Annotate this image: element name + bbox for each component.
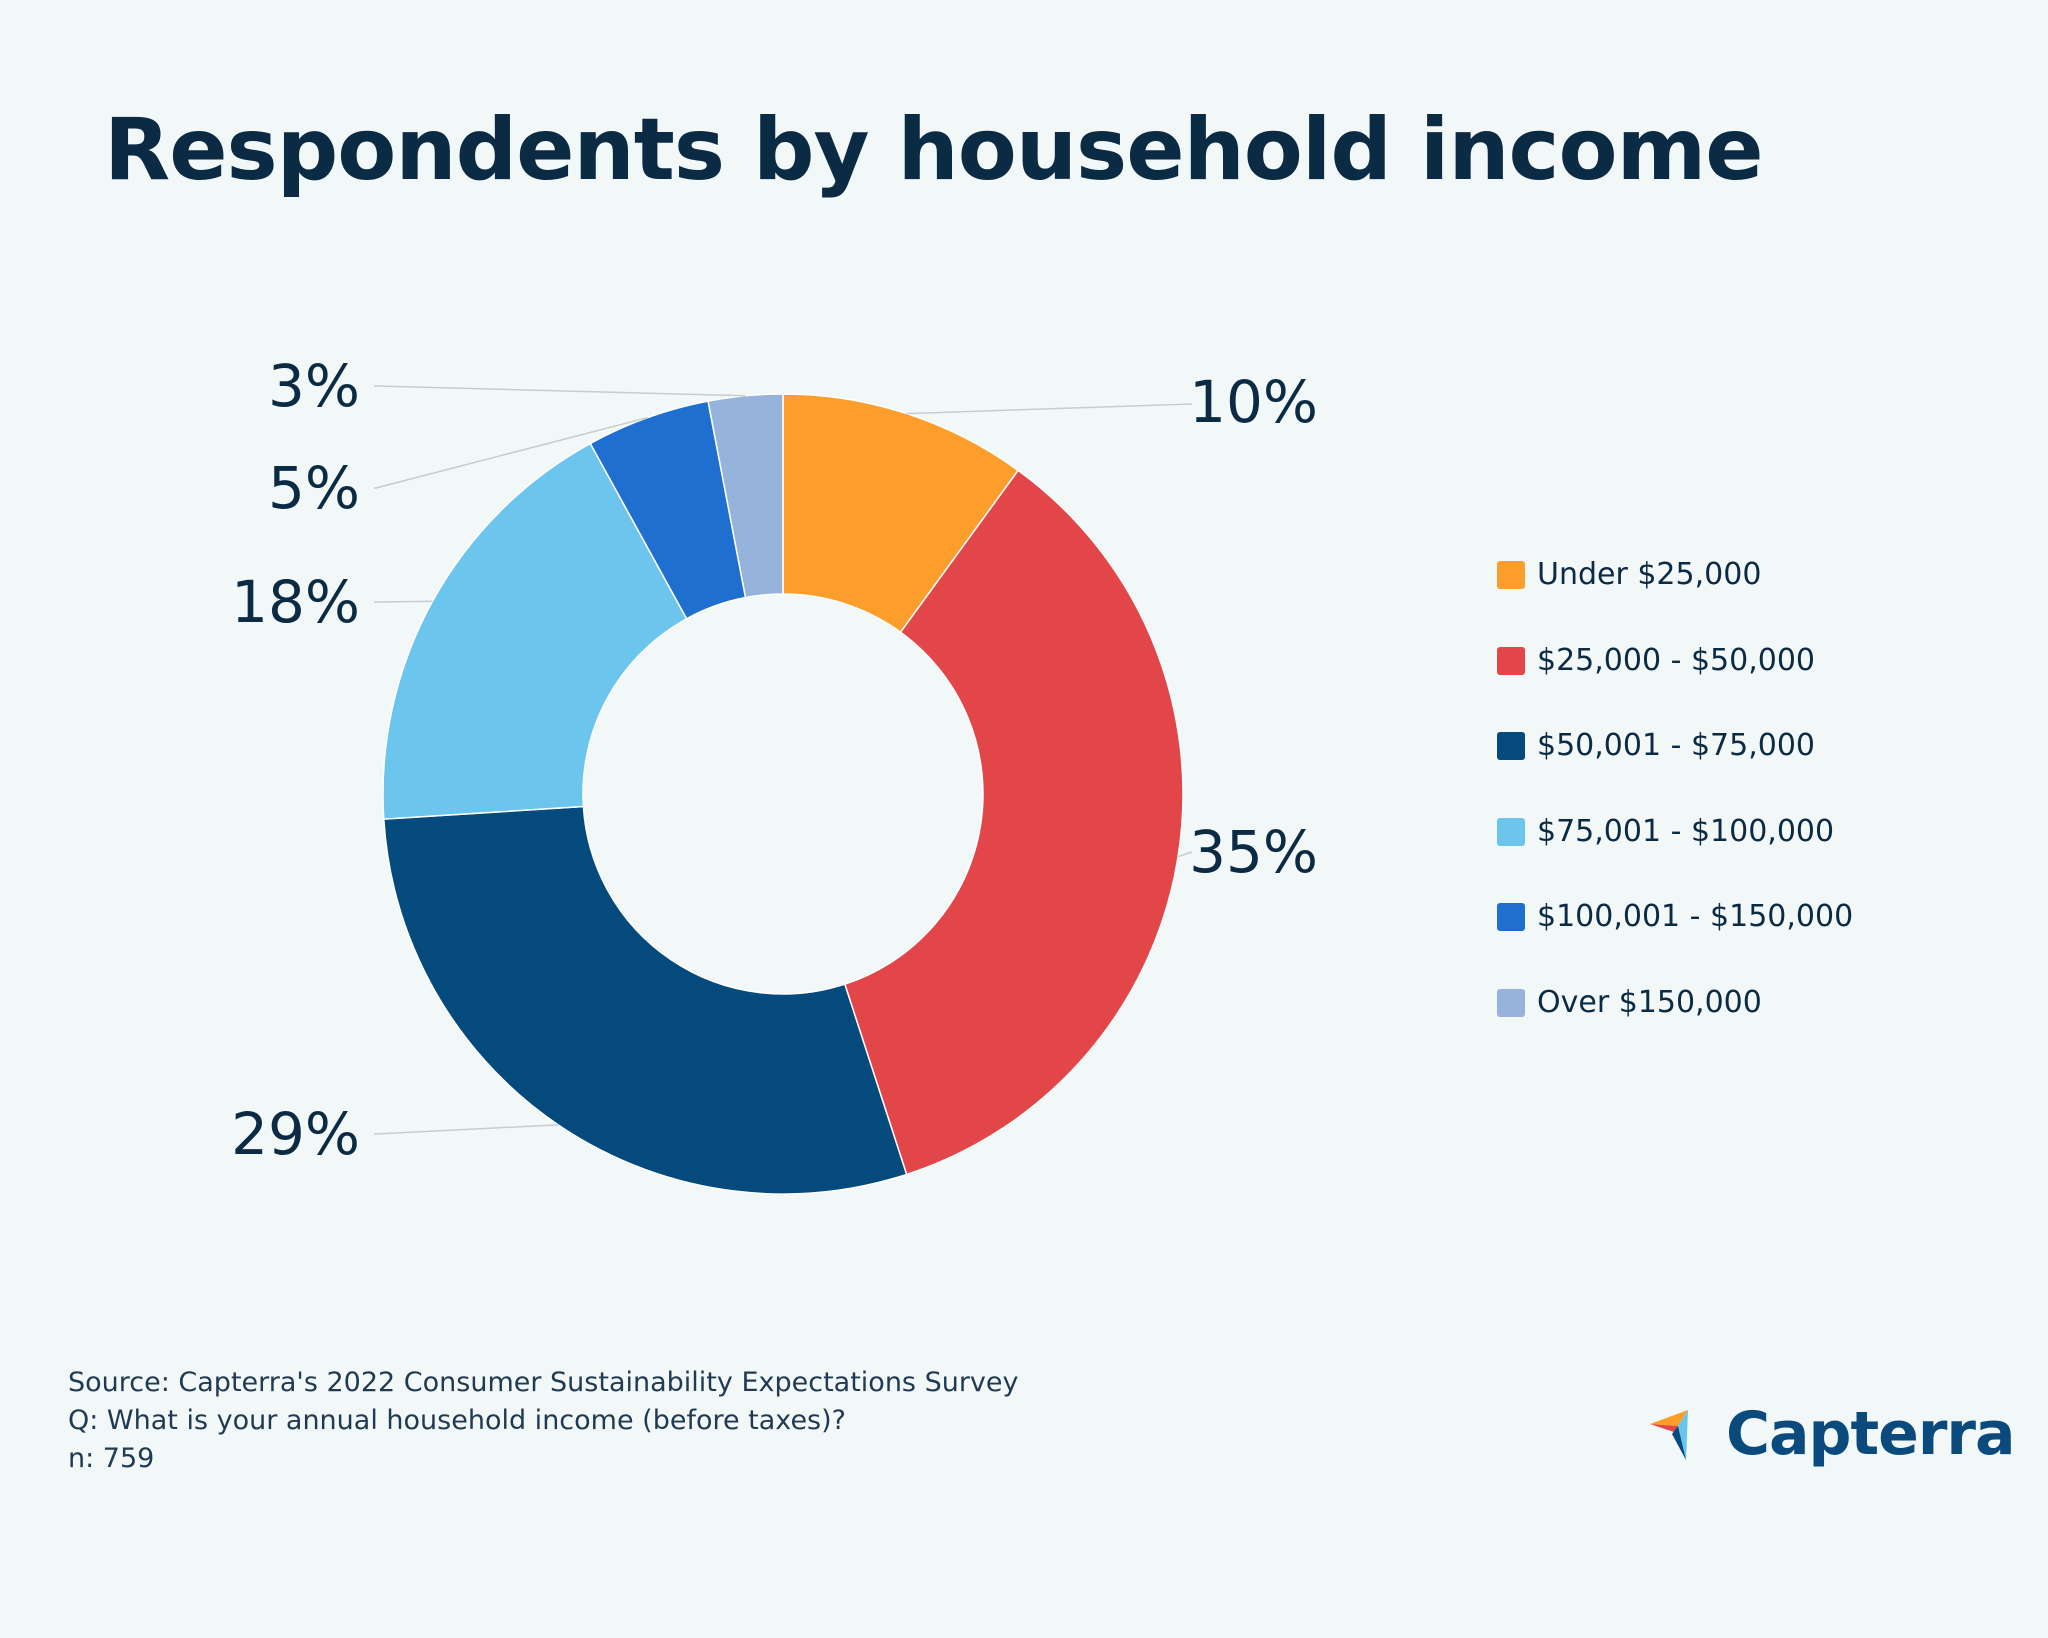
logo-wordmark: Capterra — [1726, 1399, 2016, 1469]
legend-label: Under $25,000 — [1537, 557, 1762, 592]
legend-item-under-25k: Under $25,000 — [1497, 557, 1853, 643]
source-note: Source: Capterra's 2022 Consumer Sustain… — [68, 1367, 1019, 1398]
slice-3 — [382, 442, 688, 820]
legend-label: $75,001 - $100,000 — [1537, 813, 1835, 849]
value-label-1: 35% — [1189, 818, 1318, 886]
question-note: Q: What is your annual household income … — [68, 1405, 846, 1436]
legend-swatch — [1497, 646, 1525, 675]
legend-label: $100,001 - $150,000 — [1537, 899, 1854, 934]
chart-legend: Under $25,000 $25,000 - $50,000 $50,001 … — [1497, 557, 1853, 1070]
legend-label: Over $150,000 — [1537, 984, 1762, 1020]
capterra-arrow-icon — [1650, 1410, 1688, 1460]
slice-1 — [843, 469, 1184, 1176]
leader-line-4 — [374, 416, 648, 489]
leader-line-3 — [374, 600, 433, 603]
legend-label: $50,001 - $75,000 — [1537, 728, 1816, 763]
value-label-3: 18% — [231, 568, 360, 636]
slice-2 — [382, 805, 908, 1195]
slice-5 — [707, 393, 784, 599]
legend-swatch — [1497, 817, 1525, 846]
chart-footer: Source: Capterra's 2022 Consumer Sustain… — [68, 1364, 1019, 1478]
legend-item-100k-150k: $100,001 - $150,000 — [1497, 899, 1853, 985]
legend-swatch — [1497, 732, 1525, 760]
sample-size-note: n: 759 — [68, 1443, 155, 1474]
legend-item-25k-50k: $25,000 - $50,000 — [1497, 643, 1853, 729]
legend-label: $25,000 - $50,000 — [1537, 642, 1816, 678]
leader-line-5 — [374, 385, 746, 397]
legend-swatch — [1497, 561, 1525, 589]
value-label-5: 3% — [268, 352, 360, 420]
value-label-4: 5% — [268, 454, 360, 522]
legend-item-over-150k: Over $150,000 — [1497, 985, 1853, 1071]
leader-line-0 — [906, 403, 1193, 415]
leader-line-1 — [1177, 851, 1193, 858]
legend-item-50k-75k: $50,001 - $75,000 — [1497, 728, 1853, 814]
capterra-logo: Capterra — [1648, 1398, 2016, 1470]
legend-swatch — [1497, 903, 1525, 931]
chart-title: Respondents by household income — [104, 100, 1764, 200]
slice-0 — [782, 393, 1020, 634]
legend-swatch — [1497, 988, 1525, 1017]
value-label-2: 29% — [231, 1100, 360, 1168]
donut-chart: 10% 35% 29% 18% 5% 3% — [231, 352, 1318, 1195]
value-label-0: 10% — [1189, 368, 1318, 436]
legend-item-75k-100k: $75,001 - $100,000 — [1497, 814, 1853, 900]
leader-line-2 — [374, 1124, 559, 1135]
